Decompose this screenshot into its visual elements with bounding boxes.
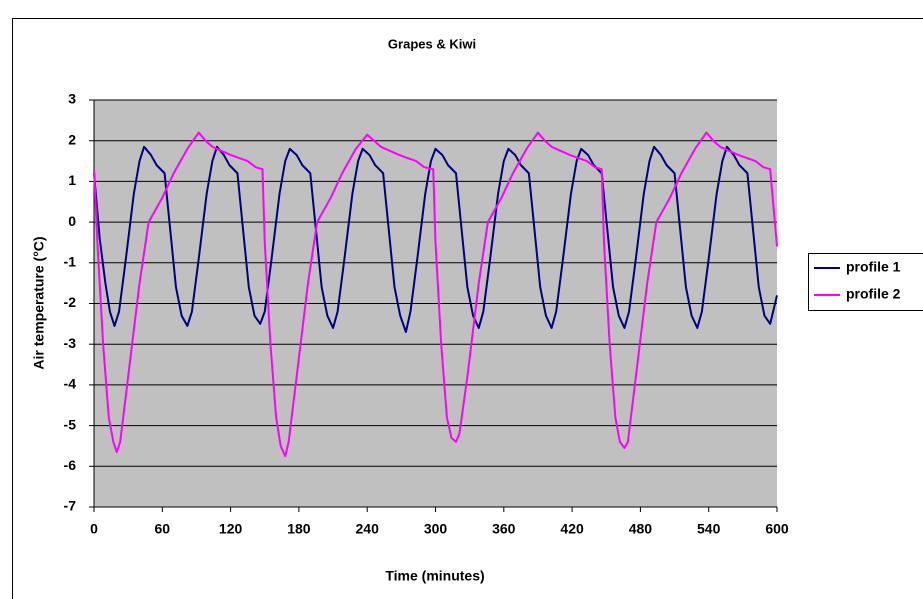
y-tick-label: 0	[68, 213, 76, 229]
series-line	[93, 131, 778, 458]
y-tick-label: 2	[68, 131, 76, 147]
y-tick-label: -5	[64, 416, 77, 432]
y-tick-label: -6	[64, 457, 77, 473]
y-tick-label: -4	[64, 376, 77, 392]
chart-title: Grapes & Kiwi	[388, 36, 476, 51]
x-tick-label: 420	[560, 521, 584, 537]
legend-label: profile 2	[846, 286, 901, 302]
y-tick-label: -3	[64, 335, 77, 351]
y-tick-label: -7	[64, 498, 77, 514]
x-tick-label: 480	[629, 521, 653, 537]
x-tick-label: 180	[287, 521, 311, 537]
x-tick-label: 60	[155, 521, 171, 537]
y-tick-label: -1	[64, 254, 77, 270]
x-tick-label: 240	[356, 521, 380, 537]
x-tick-label: 540	[697, 521, 721, 537]
y-tick-label: 3	[68, 91, 76, 107]
x-tick-label: 0	[90, 521, 98, 537]
legend-box	[808, 253, 923, 311]
x-axis-title: Time (minutes)	[385, 568, 484, 584]
legend-label: profile 1	[846, 259, 901, 275]
y-tick-label: 1	[68, 172, 76, 188]
y-axis-title: Air temperature (°C)	[31, 236, 47, 369]
x-tick-label: 360	[492, 521, 516, 537]
x-tick-label: 300	[424, 521, 448, 537]
x-tick-label: 120	[219, 521, 243, 537]
x-tick-label: 600	[765, 521, 789, 537]
y-tick-label: -2	[64, 294, 77, 310]
series-line	[93, 145, 778, 333]
